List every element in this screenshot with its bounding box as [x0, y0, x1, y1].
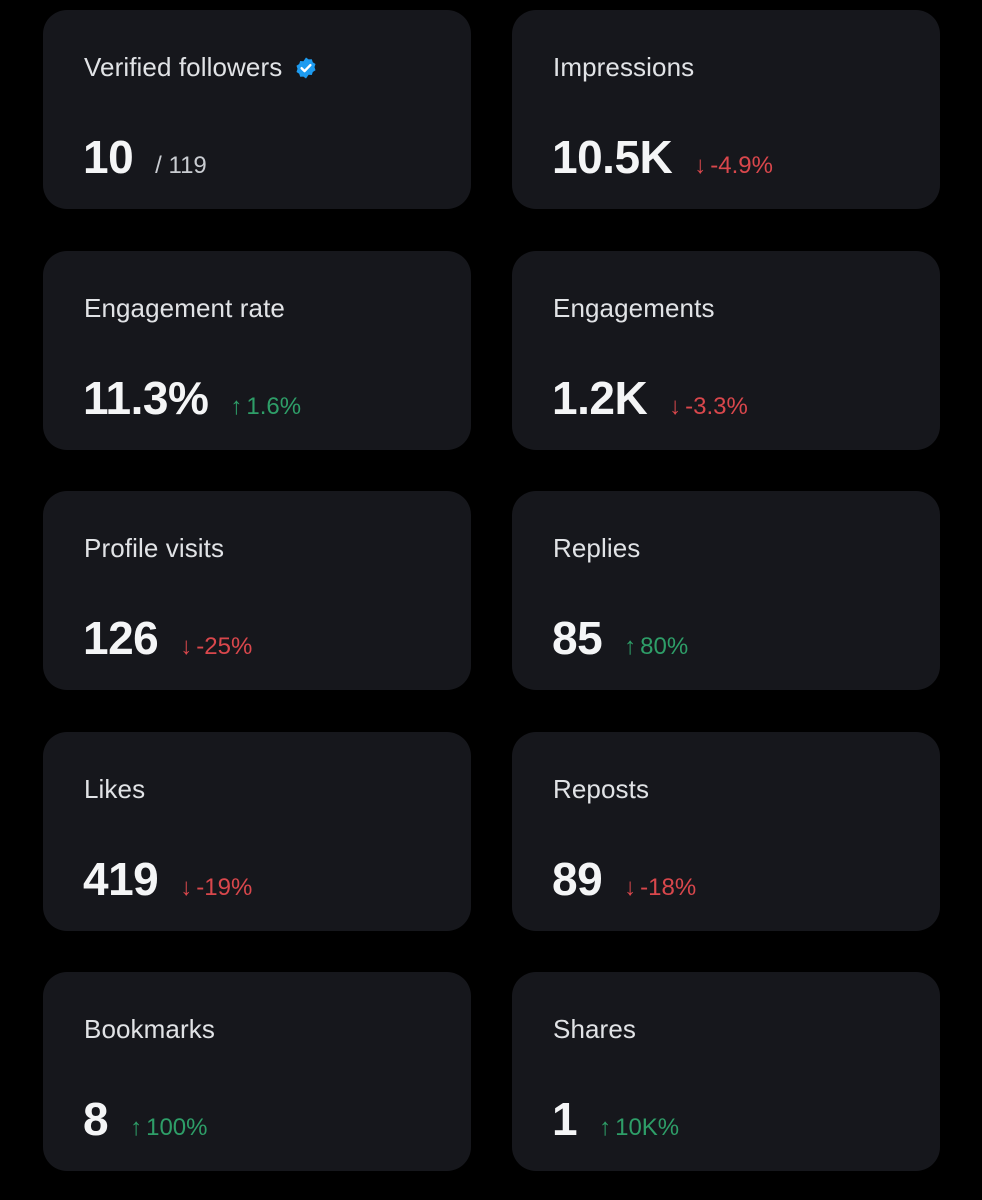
arrow-down-icon: ↓	[694, 152, 707, 179]
delta-value: -3.3%	[685, 393, 748, 420]
arrow-up-icon: ↑	[230, 393, 243, 420]
arrow-up-icon: ↑	[599, 1114, 612, 1141]
metric-delta: ↓ -3.3%	[669, 393, 748, 421]
metric-label: Engagement rate	[84, 293, 285, 323]
metric-delta: ↓ -4.9%	[694, 152, 773, 180]
metric-label: Shares	[553, 1014, 636, 1044]
metric-card-reposts[interactable]: Reposts 89 ↓ -18%	[512, 732, 940, 931]
metric-label: Engagements	[553, 293, 715, 323]
delta-value: 10K%	[615, 1114, 680, 1141]
metric-delta: ↓ -25%	[180, 633, 252, 661]
metric-value: 85	[552, 612, 603, 664]
metric-label: Verified followers	[84, 52, 283, 82]
delta-value: -18%	[640, 874, 697, 901]
metric-label: Likes	[84, 774, 146, 804]
delta-value: 1.6%	[246, 393, 302, 420]
metric-delta: ↑ 1.6%	[230, 393, 301, 421]
metric-value: 10.5K	[552, 131, 673, 183]
metric-label: Profile visits	[84, 533, 225, 563]
arrow-down-icon: ↓	[180, 633, 193, 660]
arrow-down-icon: ↓	[624, 874, 637, 901]
delta-value: 80%	[640, 633, 689, 660]
metric-label: Impressions	[553, 52, 695, 82]
metric-value: 11.3%	[83, 372, 209, 424]
arrow-up-icon: ↑	[130, 1114, 143, 1141]
metric-card-verified-followers[interactable]: Verified followers 10 / 119	[43, 10, 471, 209]
metric-value: 10	[83, 131, 134, 183]
delta-value: -4.9%	[710, 152, 773, 179]
delta-value: -19%	[196, 874, 253, 901]
metric-label: Replies	[553, 533, 641, 563]
metric-value: 126	[83, 612, 159, 664]
verified-badge-icon	[296, 57, 316, 78]
metric-card-shares[interactable]: Shares 1 ↑ 10K%	[512, 972, 940, 1171]
metric-value: 8	[83, 1093, 109, 1145]
metric-value: 1.2K	[552, 372, 648, 424]
metric-card-engagement-rate[interactable]: Engagement rate 11.3% ↑ 1.6%	[43, 251, 471, 450]
metric-label: Reposts	[553, 774, 650, 804]
arrow-up-icon: ↑	[624, 633, 637, 660]
metric-value: 419	[83, 853, 159, 905]
metric-card-profile-visits[interactable]: Profile visits 126 ↓ -25%	[43, 491, 471, 690]
metric-label: Bookmarks	[84, 1014, 215, 1044]
arrow-down-icon: ↓	[180, 874, 193, 901]
metric-card-bookmarks[interactable]: Bookmarks 8 ↑ 100%	[43, 972, 471, 1171]
delta-value: 100%	[146, 1114, 208, 1141]
metric-value: 89	[552, 853, 603, 905]
delta-value: -25%	[196, 633, 253, 660]
metric-card-replies[interactable]: Replies 85 ↑ 80%	[512, 491, 940, 690]
metric-card-engagements[interactable]: Engagements 1.2K ↓ -3.3%	[512, 251, 940, 450]
metric-delta: ↓ -18%	[624, 874, 696, 902]
metric-delta: ↑ 80%	[624, 633, 688, 661]
metric-delta: ↑ 100%	[130, 1114, 207, 1142]
metric-delta: ↑ 10K%	[599, 1114, 679, 1142]
metric-card-impressions[interactable]: Impressions 10.5K ↓ -4.9%	[512, 10, 940, 209]
metric-card-likes[interactable]: Likes 419 ↓ -19%	[43, 732, 471, 931]
metric-value: 1	[552, 1093, 578, 1145]
metric-total: / 119	[155, 152, 207, 179]
metric-delta: ↓ -19%	[180, 874, 252, 902]
arrow-down-icon: ↓	[669, 393, 682, 420]
